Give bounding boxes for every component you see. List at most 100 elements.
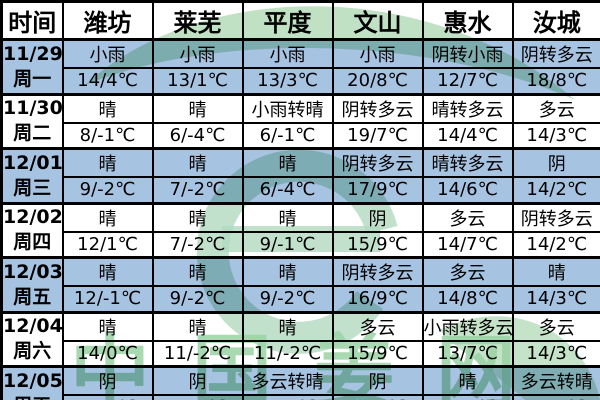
weather-condition-cell: 多云 bbox=[331, 310, 424, 342]
temperature-cell: 14/4℃ bbox=[61, 67, 154, 95]
column-header-huishui: 惠水 bbox=[421, 0, 514, 41]
weather-condition-cell: 小雨 bbox=[331, 38, 424, 69]
temperature-cell: 15/2℃ bbox=[61, 394, 154, 400]
weather-condition-cell: 晴 bbox=[241, 201, 334, 233]
date-label: 12/04 bbox=[3, 315, 63, 338]
temperature-cell: 12/-1℃ bbox=[61, 285, 154, 313]
weather-condition-cell: 阴 bbox=[511, 147, 600, 178]
temperature-cell: 13/1℃ bbox=[151, 67, 244, 95]
temperature-row: 9/-2℃ 7/-2℃ 6/-4℃ 17/9℃ 14/6℃ 14/2℃ bbox=[2, 176, 600, 204]
column-header-wenshan: 文山 bbox=[331, 0, 424, 41]
column-header-rucheng: 汝城 bbox=[511, 0, 600, 41]
temperature-cell: 16/7℃ bbox=[421, 394, 514, 400]
weather-row: 12/03 周五晴晴晴阴转多云 多云晴 bbox=[0, 256, 600, 313]
temperature-cell: 18/8℃ bbox=[511, 67, 600, 95]
temperature-cell: 6/-1℃ bbox=[241, 121, 334, 150]
weekday-label: 周天 bbox=[4, 394, 61, 400]
temperature-cell: 14/2℃ bbox=[511, 176, 600, 204]
temperature-cell: 12/1℃ bbox=[61, 230, 154, 259]
weather-condition-cell: 晴 bbox=[61, 147, 154, 178]
temperature-cell: 7/-2℃ bbox=[151, 176, 244, 204]
temperature-cell: 9/-2℃ bbox=[61, 176, 154, 204]
temperature-cell: 14/8℃ bbox=[421, 285, 514, 313]
temperature-cell: 15/9℃ bbox=[331, 230, 424, 259]
temperature-cell: 13/3℃ bbox=[241, 67, 334, 95]
temperature-cell: 14/3℃ bbox=[511, 121, 600, 150]
forecast-body: 11/29 周一 小雨 小雨 小雨 小雨 阴转小雨 阴转多云 14/4℃ 13/1℃ 13/3℃ 20… bbox=[0, 38, 600, 400]
weather-condition-cell: 阴转多云 bbox=[331, 92, 424, 124]
weather-condition-cell: 晴 bbox=[511, 256, 600, 287]
weather-condition-cell: 晴 bbox=[61, 256, 154, 287]
weekday-label: 周二 bbox=[13, 122, 52, 145]
temperature-cell: 11/-2℃ bbox=[241, 339, 334, 368]
temperature-row: 14/0℃ 11/-2℃ 11/-2℃ 15/9℃ 13/7℃ 14/3℃ bbox=[2, 339, 600, 368]
weather-condition-cell: 晴 bbox=[151, 147, 244, 178]
weather-condition-cell: 晴 bbox=[241, 310, 334, 342]
temperature-cell: 9/-1℃ bbox=[241, 230, 334, 259]
weekday-label: 周三 bbox=[13, 176, 52, 199]
weekday-label: 周六 bbox=[13, 340, 52, 363]
weather-condition-cell: 多云转晴 bbox=[511, 365, 600, 396]
temperature-cell: 12/7℃ bbox=[421, 67, 514, 95]
weekday-label: 周四 bbox=[13, 231, 52, 254]
weather-condition-cell: 晴 bbox=[151, 92, 244, 124]
temperature-cell: 14/3℃ bbox=[511, 285, 600, 313]
temperature-cell: 14/2℃ bbox=[511, 230, 600, 259]
temperature-cell: 14/0℃ bbox=[61, 339, 154, 368]
temperature-cell: 10/1℃ bbox=[151, 394, 244, 400]
weather-condition-cell: 阴转多云 bbox=[511, 38, 600, 69]
weather-condition-cell: 阴 bbox=[331, 201, 424, 233]
temperature-cell: 13/7℃ bbox=[421, 339, 514, 368]
weather-condition-cell: 晴 bbox=[421, 365, 514, 396]
weekday-label: 周五 bbox=[13, 285, 52, 308]
weather-condition-cell: 晴转多云 bbox=[421, 92, 514, 124]
weather-condition-cell: 晴 bbox=[151, 310, 244, 342]
temperature-row: 15/2℃10/1℃13/1℃17/7℃16/7℃14/3℃ bbox=[2, 394, 600, 400]
temperature-cell: 13/1℃ bbox=[241, 394, 334, 400]
temperature-cell: 17/9℃ bbox=[331, 176, 424, 204]
column-header-pingdu: 平度 bbox=[241, 0, 334, 41]
temperature-cell: 11/-2℃ bbox=[151, 339, 244, 368]
date-label: 11/30 bbox=[3, 97, 63, 120]
weather-condition-cell: 阴转多云 bbox=[331, 147, 424, 178]
temperature-cell: 7/-2℃ bbox=[151, 230, 244, 259]
weather-condition-cell: 晴 bbox=[61, 310, 154, 342]
weather-condition-cell: 多云 bbox=[421, 201, 514, 233]
date-cell: 12/01 周三 bbox=[0, 147, 64, 204]
column-header-laiwu: 莱芜 bbox=[151, 0, 244, 41]
date-cell: 11/30 周二 bbox=[0, 92, 64, 150]
temperature-row: 12/1℃ 7/-2℃ 9/-1℃ 15/9℃ 14/7℃ 14/2℃ bbox=[2, 230, 600, 259]
weather-condition-cell: 晴 bbox=[241, 256, 334, 287]
weather-condition-cell: 小雨 bbox=[151, 38, 244, 69]
weather-condition-cell: 多云 bbox=[511, 310, 600, 342]
temperature-cell: 14/7℃ bbox=[421, 230, 514, 259]
weather-condition-cell: 晴 bbox=[61, 201, 154, 233]
weather-condition-cell: 晴 bbox=[151, 256, 244, 287]
temperature-cell: 9/-2℃ bbox=[241, 285, 334, 313]
temperature-cell: 17/7℃ bbox=[331, 394, 424, 400]
temperature-row: 12/-1℃ 9/-2℃ 9/-2℃ 16/9℃ 14/8℃ 14/3℃ bbox=[2, 285, 600, 313]
weather-condition-cell: 阴 bbox=[151, 365, 244, 396]
date-label: 11/29 bbox=[3, 42, 63, 65]
weather-condition-cell: 多云 bbox=[421, 256, 514, 287]
temperature-cell: 15/9℃ bbox=[331, 339, 424, 368]
weather-condition-cell: 多云 bbox=[511, 92, 600, 124]
weather-condition-cell: 阴 bbox=[61, 365, 154, 396]
weather-condition-cell: 阴转小雨 bbox=[421, 38, 514, 69]
temperature-cell: 14/3℃ bbox=[511, 394, 600, 400]
date-cell: 12/04 周六 bbox=[0, 310, 64, 368]
temperature-row: 14/4℃ 13/1℃ 13/3℃ 20/8℃ 12/7℃ 18/8℃ bbox=[2, 67, 600, 95]
weather-condition-cell: 晴 bbox=[151, 201, 244, 233]
temperature-cell: 9/-2℃ bbox=[151, 285, 244, 313]
weather-condition-cell: 多云转晴 bbox=[241, 365, 334, 396]
date-label: 12/05 bbox=[3, 369, 63, 392]
weather-condition-cell: 阴转多云 bbox=[331, 256, 424, 287]
weather-row: 11/29 周一 小雨 小雨 小雨 小雨 阴转小雨 阴转多云 bbox=[0, 38, 600, 95]
weather-condition-cell: 小雨 bbox=[241, 38, 334, 69]
column-header-weifang: 潍坊 bbox=[61, 0, 154, 41]
temperature-cell: 14/6℃ bbox=[421, 176, 514, 204]
temperature-cell: 19/7℃ bbox=[331, 121, 424, 150]
weather-condition-cell: 阴 bbox=[331, 365, 424, 396]
